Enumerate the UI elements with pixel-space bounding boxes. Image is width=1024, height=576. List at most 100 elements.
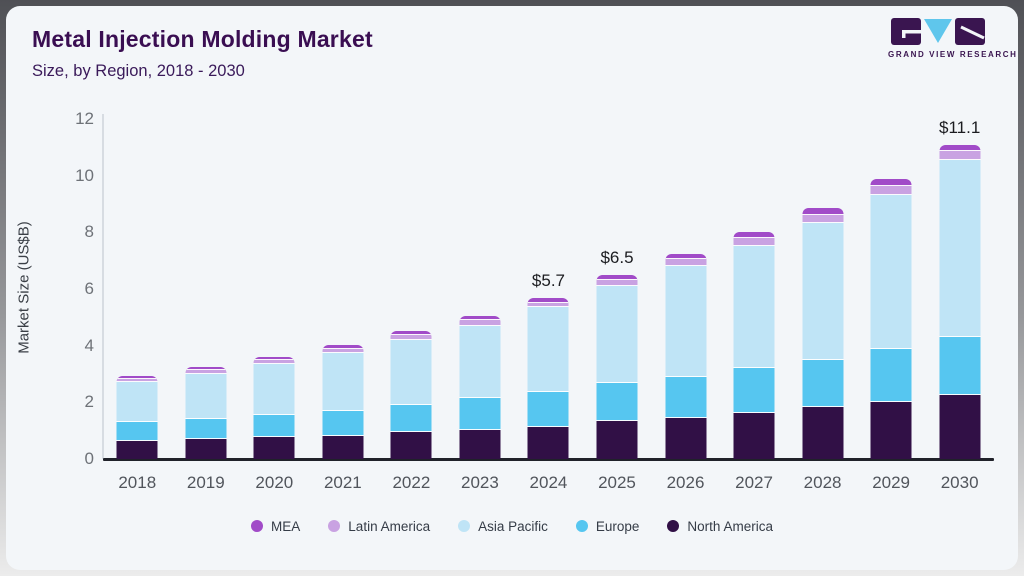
bar-segment-mea-2024 xyxy=(527,297,569,303)
x-tick-2019: 2019 xyxy=(186,473,225,492)
stacked-bar-2028 xyxy=(802,208,844,459)
stacked-bar-2029 xyxy=(870,178,912,459)
legend-dot-asia-pacific xyxy=(458,520,471,532)
bar-segment-asia-pacific-2027 xyxy=(733,245,775,369)
bar-segment-europe-2018 xyxy=(116,421,158,441)
legend-label-north-america: North America xyxy=(687,518,773,534)
legend-item-europe: Europe xyxy=(575,519,639,534)
stacked-bar-2019 xyxy=(185,367,227,459)
x-tick-2026: 2026 xyxy=(666,473,705,492)
logo-g-icon xyxy=(891,18,921,45)
bar-segment-mea-2021 xyxy=(322,345,364,349)
bar-segment-europe-2022 xyxy=(390,405,432,433)
bar-column-2029: 2029 xyxy=(857,119,926,492)
logo-marks xyxy=(888,18,988,45)
bar-segment-latin-america-2028 xyxy=(802,215,844,223)
bar-segment-asia-pacific-2021 xyxy=(322,352,364,411)
bar-segment-latin-america-2026 xyxy=(665,259,707,266)
chart-card: Metal Injection Molding Market Size, by … xyxy=(6,6,1018,570)
plot-area: 2018 2019 2020 2021 2022 2023 $5.7 2024 $6.5 2025… xyxy=(103,118,994,492)
bar-segment-asia-pacific-2018 xyxy=(116,381,158,422)
bar-column-2020: 2020 xyxy=(240,119,309,492)
bar-segment-latin-america-2029 xyxy=(870,186,912,195)
bar-segment-mea-2023 xyxy=(459,316,501,321)
bar-segment-mea-2022 xyxy=(390,331,432,336)
bar-segment-asia-pacific-2029 xyxy=(870,194,912,350)
x-tick-2024: 2024 xyxy=(529,473,568,492)
chart-subtitle: Size, by Region, 2018 - 2030 xyxy=(32,62,245,80)
logo-brand-text: GRAND VIEW RESEARCH xyxy=(888,50,1018,59)
bar-segment-europe-2030 xyxy=(939,336,981,396)
bar-segment-europe-2020 xyxy=(253,415,295,438)
x-tick-2022: 2022 xyxy=(392,473,431,492)
bar-segment-latin-america-2021 xyxy=(322,348,364,353)
bar-segment-mea-2028 xyxy=(802,208,844,216)
legend-dot-mea xyxy=(251,520,264,532)
bar-segment-mea-2027 xyxy=(733,232,775,239)
bar-segment-north-america-2023 xyxy=(459,429,501,459)
stacked-bar-2018 xyxy=(116,375,158,459)
bar-segment-north-america-2021 xyxy=(322,435,364,459)
bar-segment-mea-2030 xyxy=(939,144,981,152)
bar-segment-north-america-2027 xyxy=(733,413,775,459)
stacked-bar-2022 xyxy=(390,331,432,459)
bar-segment-north-america-2029 xyxy=(870,402,912,459)
bar-segment-north-america-2020 xyxy=(253,437,295,459)
legend-item-latin-america: Latin America xyxy=(328,519,430,534)
bar-segment-asia-pacific-2023 xyxy=(459,325,501,399)
stacked-bar-2030 xyxy=(939,144,981,459)
gvr-logo: GRAND VIEW RESEARCH xyxy=(888,18,1018,59)
x-tick-2020: 2020 xyxy=(255,473,294,492)
bar-column-2018: 2018 xyxy=(103,119,172,492)
bar-segment-mea-2019 xyxy=(185,367,227,371)
bar-segment-europe-2026 xyxy=(665,376,707,418)
bar-segment-latin-america-2023 xyxy=(459,320,501,326)
bar-segment-asia-pacific-2019 xyxy=(185,374,227,420)
bar-segment-europe-2027 xyxy=(733,368,775,414)
bar-column-2019: 2019 xyxy=(172,119,241,492)
y-axis-line xyxy=(102,114,104,459)
legend-label-mea: MEA xyxy=(271,518,301,534)
bar-column-2028: 2028 xyxy=(788,119,857,492)
x-tick-2027: 2027 xyxy=(735,473,773,492)
bar-segment-mea-2025 xyxy=(596,274,638,281)
bar-segment-latin-america-2019 xyxy=(185,370,227,375)
legend-dot-latin-america xyxy=(328,520,341,532)
x-axis-line xyxy=(103,458,994,461)
bar-segment-asia-pacific-2028 xyxy=(802,223,844,360)
stacked-bar-2027 xyxy=(733,232,775,459)
stacked-bar-2023 xyxy=(459,316,501,459)
stacked-bar-2026 xyxy=(665,253,707,459)
x-tick-2029: 2029 xyxy=(872,473,911,492)
stacked-bar-2024 xyxy=(527,297,569,459)
bar-segment-north-america-2019 xyxy=(185,438,227,459)
x-tick-2023: 2023 xyxy=(461,473,499,492)
bar-segment-asia-pacific-2024 xyxy=(527,307,569,393)
bar-segment-europe-2019 xyxy=(185,419,227,439)
bar-segment-mea-2026 xyxy=(665,253,707,260)
bar-segment-north-america-2022 xyxy=(390,432,432,459)
chart-legend: MEA Latin America Asia Pacific Europe North … xyxy=(6,514,1018,538)
legend-label-latin-america: Latin America xyxy=(348,518,431,534)
stacked-bar-2021 xyxy=(322,345,364,459)
y-tick-10: 10 xyxy=(75,165,94,185)
y-tick-12: 12 xyxy=(75,109,94,128)
bar-segment-asia-pacific-2022 xyxy=(390,340,432,406)
bar-segment-mea-2020 xyxy=(253,357,295,361)
legend-dot-north-america xyxy=(667,520,680,532)
bar-segment-north-america-2030 xyxy=(939,395,981,459)
x-tick-2028: 2028 xyxy=(803,473,842,492)
legend-item-asia-pacific: Asia Pacific xyxy=(458,519,548,534)
y-tick-8: 8 xyxy=(84,222,94,242)
y-tick-4: 4 xyxy=(84,335,94,355)
bar-column-2024: $5.7 2024 xyxy=(514,119,583,492)
bar-segment-mea-2018 xyxy=(116,375,158,379)
bar-segment-europe-2028 xyxy=(802,359,844,408)
bar-segment-latin-america-2027 xyxy=(733,238,775,246)
x-tick-2025: 2025 xyxy=(598,473,636,492)
bar-segment-europe-2025 xyxy=(596,383,638,421)
bar-segment-europe-2021 xyxy=(322,410,364,436)
legend-dot-europe xyxy=(575,520,588,532)
bar-segment-europe-2024 xyxy=(527,392,569,427)
x-tick-2018: 2018 xyxy=(118,473,157,492)
